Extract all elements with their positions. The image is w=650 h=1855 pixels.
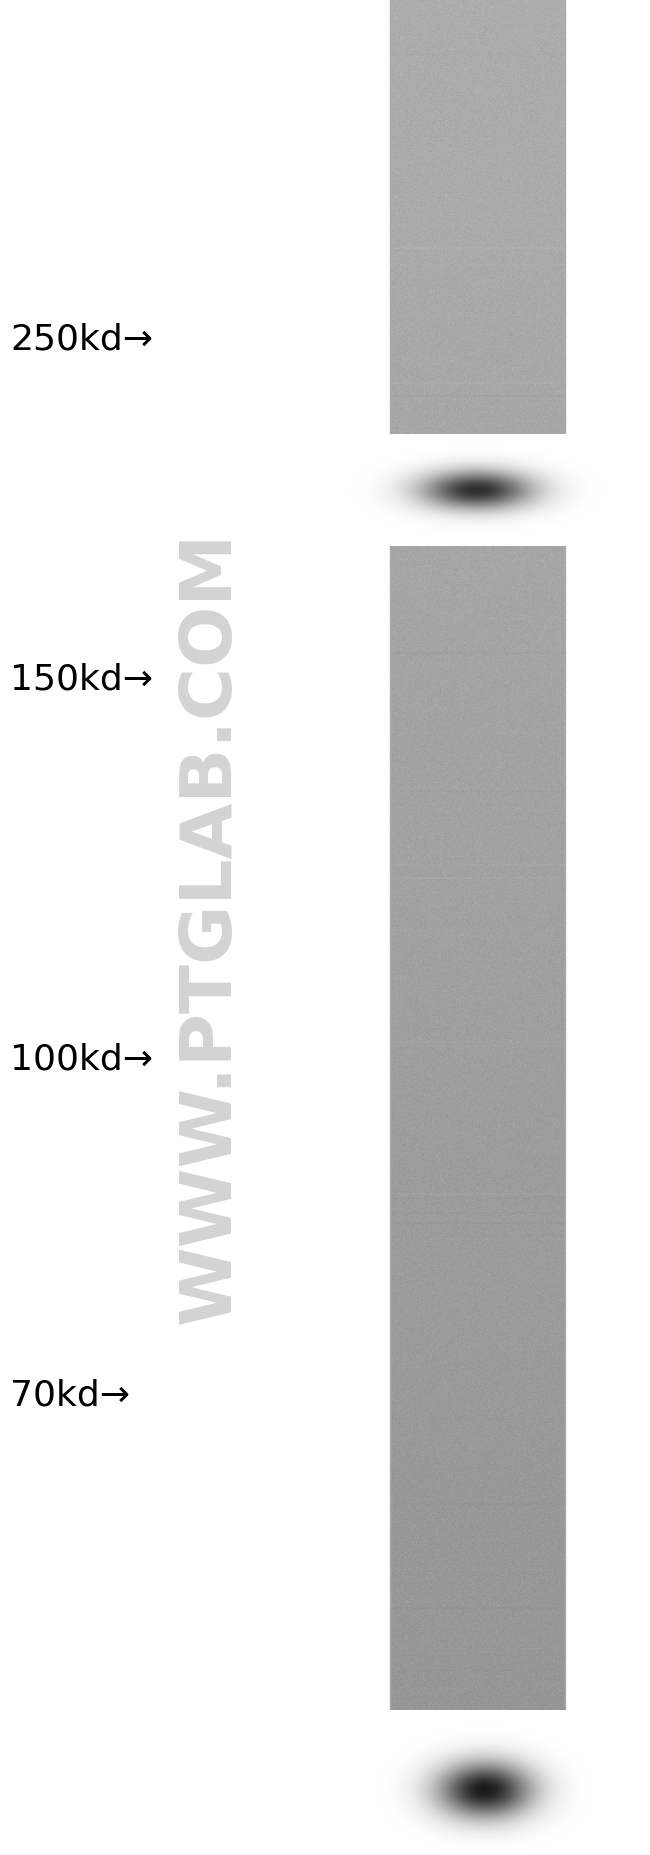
Text: 250kd→: 250kd→: [10, 323, 153, 356]
Text: 150kd→: 150kd→: [10, 662, 153, 697]
Text: WWW.PTGLAB.COM: WWW.PTGLAB.COM: [176, 531, 244, 1324]
Text: 70kd→: 70kd→: [10, 1378, 130, 1412]
Text: 100kd→: 100kd→: [10, 1043, 153, 1078]
